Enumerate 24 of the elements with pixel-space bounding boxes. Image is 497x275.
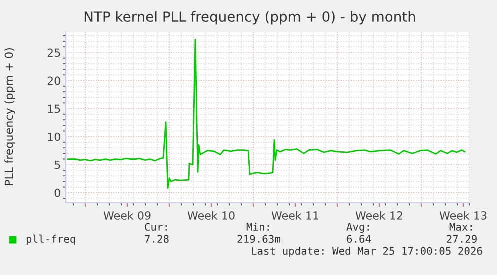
y-axis-title: PLL frequency (ppm + 0)	[4, 48, 16, 186]
y-tick-label: 10	[48, 132, 60, 142]
y-tick-label: 25	[48, 48, 60, 58]
x-tick-label: Week 13	[440, 211, 487, 220]
text: 7.28	[145, 235, 169, 244]
x-tick-label: Week 12	[356, 211, 402, 220]
text: Last update: Wed Mar 25 17:00:05 2026	[252, 246, 482, 258]
text: Max:	[450, 223, 472, 232]
y-tick-label: 5	[54, 160, 60, 170]
text: Cur:	[145, 223, 168, 232]
text: 219.63m	[238, 235, 280, 244]
line-series	[67, 39, 466, 190]
chart-title: NTP kernel PLL frequency (ppm + 0) - by month	[84, 11, 416, 25]
y-tick-label: 15	[48, 104, 60, 114]
x-tick-label: Week 09	[104, 211, 151, 220]
text: 6.64	[347, 235, 372, 244]
y-tick-label: 20	[48, 76, 60, 86]
text: Min:	[246, 222, 270, 231]
text: Avg:	[346, 223, 370, 234]
x-tick-label: Week 11	[272, 211, 319, 220]
legend-label: pll-freq	[26, 234, 76, 246]
x-tick-label: Week 10	[188, 211, 235, 220]
y-tick-label: 0	[54, 188, 60, 198]
text: 27.29	[447, 235, 477, 244]
